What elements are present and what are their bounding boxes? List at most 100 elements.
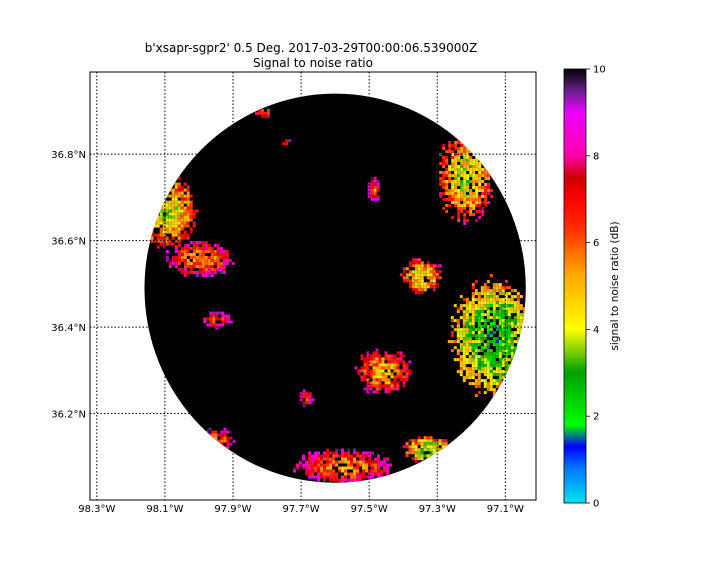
echo-cell [206, 317, 210, 321]
echo-cell [465, 376, 469, 380]
echo-cell [329, 469, 333, 473]
echo-cell [484, 195, 488, 198]
echo-cell [417, 276, 421, 280]
echo-cell [308, 466, 312, 470]
echo-cell [230, 320, 234, 324]
echo-cell [489, 385, 493, 389]
echo-cell [288, 139, 292, 143]
echo-cell [448, 171, 452, 174]
echo-cell [293, 469, 297, 473]
echo-cell [498, 334, 502, 338]
echo-cell [483, 337, 487, 341]
grid-lines [90, 72, 536, 500]
echo-cell [498, 331, 502, 335]
echo-cell [471, 361, 475, 365]
echo-cell [487, 183, 491, 186]
echo-cell [305, 398, 309, 402]
echo-cell [165, 203, 169, 207]
echo-cell [368, 475, 372, 479]
echo-cell [414, 258, 418, 262]
echo-cell [363, 375, 367, 379]
echo-cell [451, 156, 455, 159]
echo-cell [463, 204, 467, 207]
echo-cell [510, 334, 514, 338]
echo-cell [507, 331, 511, 335]
echo-cell [329, 460, 333, 464]
echo-cell [441, 439, 445, 443]
echo-cell [302, 395, 306, 399]
echo-cell [350, 463, 354, 467]
echo-cell [432, 273, 436, 277]
echo-cell [411, 261, 415, 265]
echo-cell [192, 224, 196, 228]
echo-cell [317, 460, 321, 464]
echo-cell [486, 319, 490, 323]
echo-cell [483, 286, 487, 290]
echo-cell [435, 282, 439, 286]
echo-cell [481, 192, 485, 195]
echo-cell [504, 328, 508, 332]
echo-cell [504, 280, 508, 284]
echo-cell [180, 206, 184, 210]
echo-cell [469, 192, 473, 195]
echo-cell [498, 301, 502, 305]
echo-cell [457, 177, 461, 180]
echo-cell [183, 274, 187, 277]
echo-cell [195, 250, 199, 253]
echo-cell [393, 381, 397, 385]
echo-cell [417, 285, 421, 289]
echo-cell [373, 200, 377, 204]
echo-cell [207, 271, 211, 274]
echo-cell [177, 215, 181, 219]
echo-cell [180, 233, 184, 237]
echo-cell [504, 295, 508, 299]
echo-cell [159, 221, 163, 225]
echo-cell [442, 174, 446, 177]
echo-cell [492, 316, 496, 320]
echo-cell [326, 451, 330, 455]
echo-cell [204, 262, 208, 265]
echo-cell [215, 311, 219, 315]
echo-cell [285, 142, 289, 146]
echo-cell [450, 349, 454, 353]
echo-cell [347, 472, 351, 476]
echo-cell [362, 451, 366, 455]
echo-cell [463, 186, 467, 189]
echo-cell [459, 343, 463, 347]
echo-cell [483, 355, 487, 359]
echo-cell [468, 340, 472, 344]
echo-cell [484, 183, 488, 186]
echo-cell [489, 325, 493, 329]
echo-cell [174, 191, 178, 195]
echo-cell [186, 236, 190, 240]
echo-cell [483, 361, 487, 365]
echo-cell [384, 384, 388, 388]
echo-cell [171, 224, 175, 228]
echo-cell [360, 357, 364, 361]
echo-cell [423, 273, 427, 277]
echo-cell [448, 195, 452, 198]
echo-cell [326, 475, 330, 479]
x-tick-label: 98.1°W [146, 504, 183, 515]
echo-cell [442, 186, 446, 189]
echo-cell [495, 349, 499, 353]
echo-cell [429, 264, 433, 268]
echo-cell [460, 174, 464, 177]
echo-cell [201, 253, 205, 256]
echo-cell [463, 147, 467, 150]
echo-cell [459, 328, 463, 332]
echo-cell [219, 262, 223, 265]
echo-cell [457, 210, 461, 213]
echo-cell [457, 192, 461, 195]
echo-cell [456, 349, 460, 353]
echo-cell [353, 469, 357, 473]
echo-cell [475, 162, 479, 165]
echo-cell [504, 349, 508, 353]
echo-cell [457, 195, 461, 198]
echo-cell [168, 221, 172, 225]
echo-cell [432, 270, 436, 274]
echo-cell [341, 454, 345, 458]
echo-cell [451, 183, 455, 186]
echo-cell [219, 253, 223, 256]
echo-cell [429, 442, 433, 446]
